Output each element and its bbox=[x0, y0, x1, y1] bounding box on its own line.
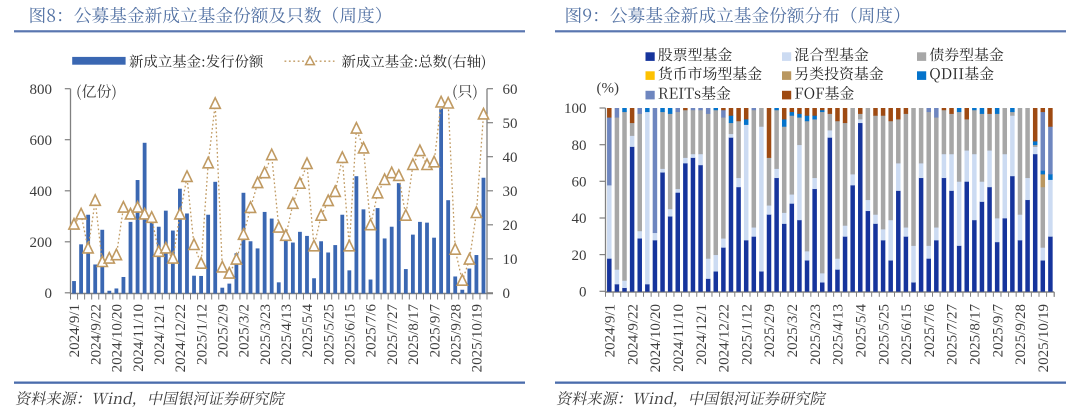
svg-text:2025/5/4: 2025/5/4 bbox=[300, 304, 316, 358]
svg-text:2025/5/4: 2025/5/4 bbox=[854, 304, 870, 358]
svg-text:60: 60 bbox=[572, 175, 587, 191]
svg-text:2025/7/6: 2025/7/6 bbox=[922, 304, 938, 358]
svg-text:2024/12/22: 2024/12/22 bbox=[717, 304, 733, 372]
svg-text:800: 800 bbox=[30, 82, 53, 98]
svg-text:2025/5/25: 2025/5/25 bbox=[321, 304, 337, 365]
svg-text:400: 400 bbox=[30, 184, 53, 200]
svg-text:20: 20 bbox=[572, 248, 587, 264]
svg-text:2025/10/19: 2025/10/19 bbox=[470, 304, 486, 372]
svg-text:60: 60 bbox=[503, 82, 518, 98]
svg-text:2025/9/28: 2025/9/28 bbox=[448, 304, 464, 365]
svg-text:2024/9/22: 2024/9/22 bbox=[625, 304, 641, 365]
svg-text:40: 40 bbox=[503, 150, 518, 166]
svg-text:2025/9/7: 2025/9/7 bbox=[990, 304, 1006, 358]
svg-text:2024/9/1: 2024/9/1 bbox=[67, 304, 83, 357]
svg-text:2024/9/1: 2024/9/1 bbox=[603, 304, 619, 357]
svg-text:20: 20 bbox=[503, 218, 518, 234]
svg-text:2025/7/27: 2025/7/27 bbox=[945, 304, 961, 365]
svg-text:30: 30 bbox=[503, 184, 518, 200]
svg-text:10: 10 bbox=[503, 252, 518, 268]
svg-text:2025/3/2: 2025/3/2 bbox=[237, 304, 253, 357]
svg-text:2025/4/13: 2025/4/13 bbox=[831, 304, 847, 365]
svg-text:40: 40 bbox=[572, 211, 587, 227]
svg-text:2025/9/28: 2025/9/28 bbox=[1013, 304, 1029, 365]
svg-text:2025/7/6: 2025/7/6 bbox=[364, 304, 380, 358]
svg-text:2025/8/17: 2025/8/17 bbox=[968, 304, 984, 365]
svg-text:100: 100 bbox=[564, 101, 587, 117]
svg-text:2025/5/25: 2025/5/25 bbox=[876, 304, 892, 365]
svg-text:2025/3/23: 2025/3/23 bbox=[808, 304, 824, 365]
svg-text:2025/1/12: 2025/1/12 bbox=[739, 304, 755, 365]
svg-text:2025/8/17: 2025/8/17 bbox=[406, 304, 422, 365]
svg-text:50: 50 bbox=[503, 116, 518, 132]
svg-text:0: 0 bbox=[503, 286, 511, 302]
svg-text:2024/12/22: 2024/12/22 bbox=[173, 304, 189, 372]
svg-text:2024/12/1: 2024/12/1 bbox=[152, 304, 168, 365]
svg-text:2025/3/2: 2025/3/2 bbox=[785, 304, 801, 357]
svg-text:2024/10/20: 2024/10/20 bbox=[648, 304, 664, 372]
svg-text:2024/11/10: 2024/11/10 bbox=[671, 304, 687, 372]
svg-text:0: 0 bbox=[45, 286, 53, 302]
svg-text:2024/12/1: 2024/12/1 bbox=[694, 304, 710, 365]
svg-text:2025/10/19: 2025/10/19 bbox=[1036, 304, 1052, 372]
svg-text:2025/6/15: 2025/6/15 bbox=[899, 304, 915, 365]
svg-text:200: 200 bbox=[30, 235, 53, 251]
svg-text:2025/3/23: 2025/3/23 bbox=[258, 304, 274, 365]
svg-text:2024/10/20: 2024/10/20 bbox=[110, 304, 126, 372]
svg-text:2025/1/12: 2025/1/12 bbox=[194, 304, 210, 365]
svg-text:2025/2/9: 2025/2/9 bbox=[762, 304, 778, 357]
svg-text:2025/4/13: 2025/4/13 bbox=[279, 304, 295, 365]
svg-text:80: 80 bbox=[572, 138, 587, 154]
svg-text:2024/11/10: 2024/11/10 bbox=[131, 304, 147, 372]
svg-text:2025/2/9: 2025/2/9 bbox=[216, 304, 232, 357]
svg-text:600: 600 bbox=[30, 133, 53, 149]
svg-text:2024/9/22: 2024/9/22 bbox=[88, 304, 104, 365]
svg-text:0: 0 bbox=[579, 285, 587, 301]
svg-text:(%): (%) bbox=[597, 81, 620, 97]
svg-text:2025/6/15: 2025/6/15 bbox=[343, 304, 359, 365]
svg-text:2025/7/27: 2025/7/27 bbox=[385, 304, 401, 365]
svg-text:2025/9/7: 2025/9/7 bbox=[427, 304, 443, 358]
